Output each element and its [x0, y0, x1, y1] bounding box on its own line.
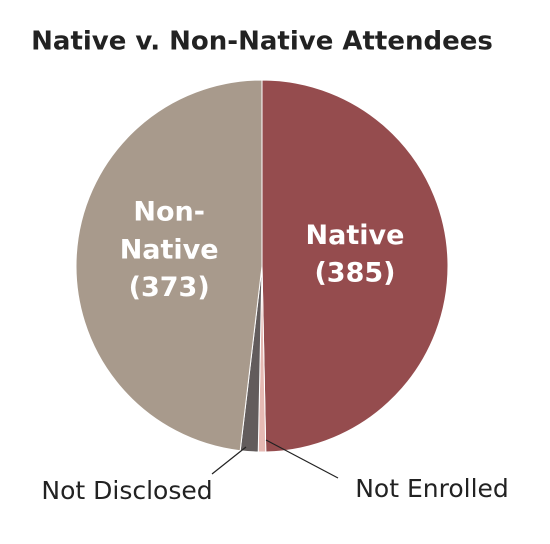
value-label: (373) — [129, 272, 210, 303]
slice-label-line: Native — [306, 220, 405, 251]
slice-label-line: Non- — [133, 196, 205, 227]
value-label: (385) — [314, 258, 395, 289]
pie-slice — [261, 79, 449, 453]
leader-line — [211, 446, 247, 475]
outer-label: Not Disclosed — [41, 476, 212, 505]
chart-title: Native v. Non-Native Attendees — [31, 27, 493, 57]
leader-line — [265, 439, 339, 479]
pie-slice — [75, 79, 263, 452]
outer-label: Not Enrolled — [355, 474, 509, 503]
slice-label: Non- Native — [120, 196, 219, 265]
slice-label-line: Native — [120, 234, 219, 265]
slice-label: Native — [306, 220, 405, 251]
